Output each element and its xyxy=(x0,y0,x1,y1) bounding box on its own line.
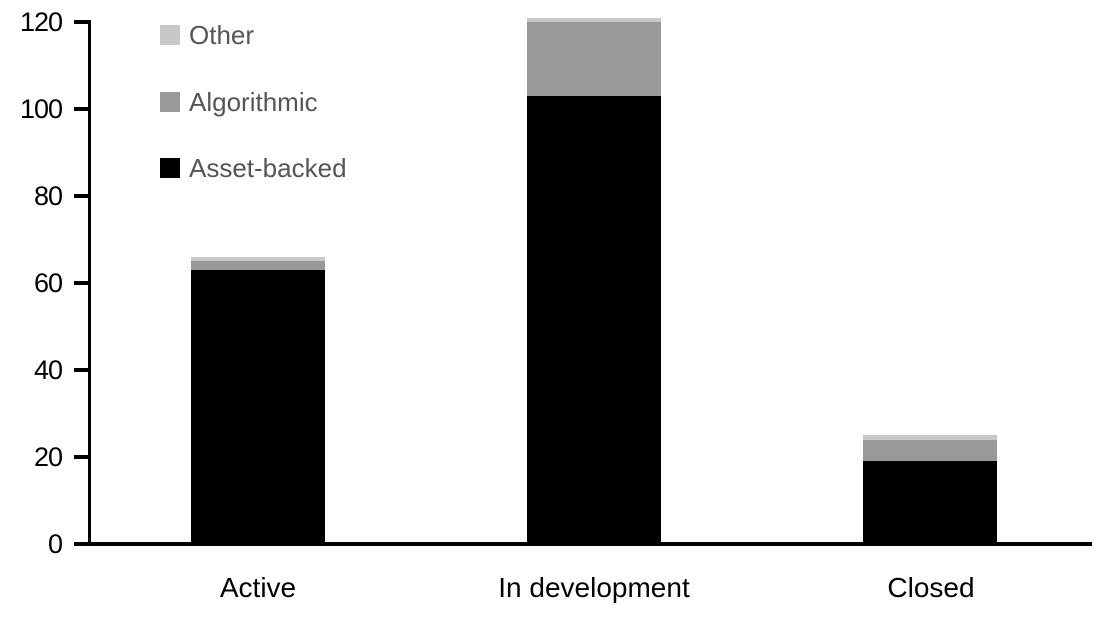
bar-segment-active-algorithmic xyxy=(191,261,325,270)
bar-segment-closed-algorithmic xyxy=(863,439,997,462)
bar-segment-in-development-asset-backed xyxy=(527,96,661,544)
bar-segment-closed-other xyxy=(863,435,997,440)
y-axis-tick xyxy=(74,281,89,285)
y-axis-tick-label: 0 xyxy=(47,529,63,559)
y-axis-tick xyxy=(74,368,89,372)
y-axis-tick-label: 60 xyxy=(33,268,63,298)
legend-swatch-algorithmic xyxy=(160,92,180,112)
legend-swatch-other xyxy=(160,25,180,45)
bar-segment-in-development-algorithmic xyxy=(527,22,661,96)
x-axis-line xyxy=(76,542,1092,546)
bar-segment-closed-asset-backed xyxy=(863,461,997,544)
bar-segment-active-other xyxy=(191,256,325,262)
y-axis-tick-label: 120 xyxy=(19,7,63,37)
legend-swatch-asset-backed xyxy=(160,158,180,178)
y-axis-tick xyxy=(74,455,89,459)
y-axis-tick-label: 20 xyxy=(33,442,63,472)
legend-label-asset-backed: Asset-backed xyxy=(189,152,347,183)
x-axis-label-in-development: In development xyxy=(498,572,690,603)
y-axis-tick-label: 100 xyxy=(19,94,63,124)
y-axis-tick xyxy=(74,20,89,24)
y-axis-tick-label: 40 xyxy=(33,355,63,385)
bar-segment-active-asset-backed xyxy=(191,270,325,544)
x-axis-label-closed: Closed xyxy=(887,572,975,603)
legend-label-algorithmic: Algorithmic xyxy=(189,86,318,117)
legend-item-algorithmic: Algorithmic xyxy=(160,87,318,117)
legend-item-asset-backed: Asset-backed xyxy=(160,153,347,183)
y-axis-tick xyxy=(74,542,89,546)
y-axis-tick-label: 80 xyxy=(33,181,63,211)
bar-segment-in-development-other xyxy=(527,17,661,22)
legend-item-other: Other xyxy=(160,20,254,50)
y-axis-tick xyxy=(74,194,89,198)
legend-label-other: Other xyxy=(189,19,255,50)
x-axis-label-active: Active xyxy=(219,572,297,603)
y-axis-tick xyxy=(74,107,89,111)
y-axis-line xyxy=(88,20,91,546)
